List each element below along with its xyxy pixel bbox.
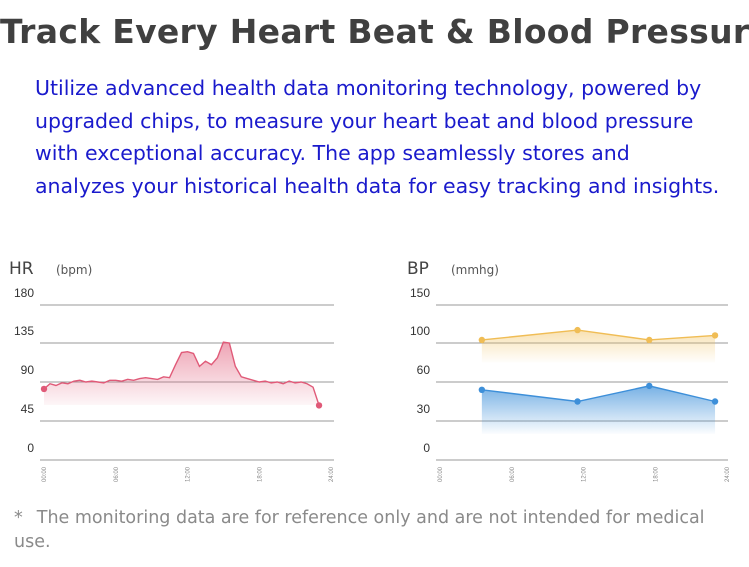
y-tick-label: 100 [410,324,430,338]
data-point [711,398,719,405]
data-point [646,336,653,344]
data-point [40,385,48,393]
x-tick-label: 18:00 [257,466,263,482]
x-tick-label: 00:00 [438,466,444,482]
series-0-line [481,329,716,341]
data-point [478,336,486,344]
series-0-line [43,341,320,406]
x-tick-label: 12:00 [582,466,588,482]
y-tick-label: 90 [21,363,35,377]
data-point [315,402,323,409]
series-0-area [44,342,320,406]
page-title: Track Every Heart Beat & Blood Pressure [0,12,749,51]
data-point [574,398,581,405]
y-tick-label: 0 [423,441,430,455]
hr-chart-unit: (bpm) [56,263,93,277]
footnote-asterisk: * [14,508,23,528]
bp-chart-label: BP [407,259,429,279]
y-tick-label: 45 [21,402,35,416]
footnote: * The monitoring data are for reference o… [14,506,739,554]
footnote-text: The monitoring data are for reference on… [14,508,705,552]
x-tick-label: 24:00 [725,466,731,482]
series-0-area [481,330,716,363]
y-tick-label: 150 [410,286,430,300]
hr-chart-label: HR [9,259,34,279]
x-tick-label: 18:00 [653,466,659,482]
data-point [711,332,719,339]
series-1-area [481,385,716,434]
y-tick-label: 60 [417,363,431,377]
y-tick-label: 135 [14,324,34,338]
x-tick-label: 06:00 [510,466,516,482]
bp-chart-unit: (mmhg) [451,263,499,277]
y-tick-label: 0 [27,441,34,455]
x-tick-label: 06:00 [114,466,120,482]
x-tick-label: 00:00 [42,466,48,482]
description-text: Utilize advanced health data monitoring … [35,76,720,198]
data-point [478,386,486,393]
x-tick-label: 24:00 [329,466,335,482]
y-tick-label: 180 [14,286,34,300]
x-tick-label: 12:00 [186,466,192,482]
y-tick-label: 30 [417,402,431,416]
data-point [574,326,581,334]
data-point [646,382,653,390]
series-1-line [481,385,716,403]
